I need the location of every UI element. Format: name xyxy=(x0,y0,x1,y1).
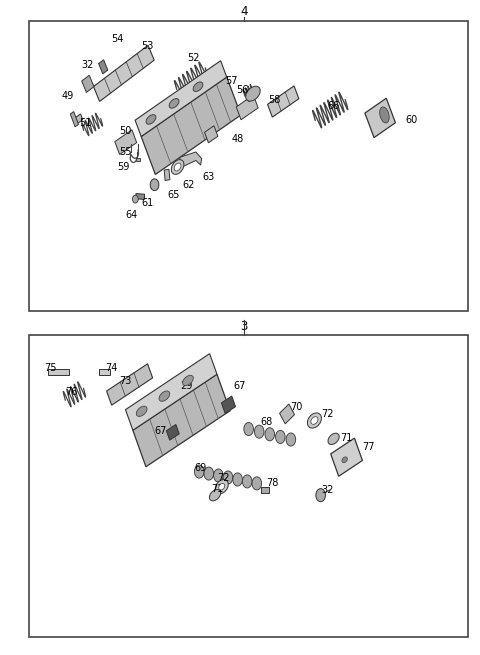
Text: 61: 61 xyxy=(142,198,154,208)
Text: 59: 59 xyxy=(118,162,130,172)
Polygon shape xyxy=(70,111,79,127)
Circle shape xyxy=(194,465,204,478)
Polygon shape xyxy=(94,45,154,102)
Polygon shape xyxy=(167,424,179,440)
Polygon shape xyxy=(107,364,153,405)
Text: 78: 78 xyxy=(266,478,279,489)
Polygon shape xyxy=(136,158,140,160)
Ellipse shape xyxy=(169,99,179,108)
Text: 65: 65 xyxy=(168,189,180,200)
Text: 63: 63 xyxy=(203,172,215,182)
Text: 76: 76 xyxy=(65,386,77,397)
Polygon shape xyxy=(74,114,83,124)
Text: 68: 68 xyxy=(260,417,273,428)
Text: 72: 72 xyxy=(321,409,334,419)
Polygon shape xyxy=(133,374,230,467)
Text: 71: 71 xyxy=(211,483,224,494)
Ellipse shape xyxy=(342,457,348,462)
Text: 74: 74 xyxy=(105,363,118,373)
Text: 69: 69 xyxy=(194,463,207,474)
Circle shape xyxy=(132,195,138,203)
Polygon shape xyxy=(82,75,94,92)
Polygon shape xyxy=(261,487,269,493)
Ellipse shape xyxy=(328,433,339,445)
Text: 56: 56 xyxy=(236,85,248,96)
Text: 72: 72 xyxy=(217,473,229,483)
Text: 67: 67 xyxy=(154,426,167,436)
Circle shape xyxy=(276,430,285,443)
Text: 50: 50 xyxy=(120,126,132,136)
Polygon shape xyxy=(236,95,258,120)
Polygon shape xyxy=(221,396,236,413)
Ellipse shape xyxy=(171,160,184,174)
Text: 53: 53 xyxy=(142,41,154,51)
Ellipse shape xyxy=(174,163,181,171)
Text: 58: 58 xyxy=(268,95,281,105)
Circle shape xyxy=(233,473,242,486)
Text: 71: 71 xyxy=(340,432,353,443)
Polygon shape xyxy=(141,77,241,174)
Text: 55: 55 xyxy=(120,147,132,157)
Polygon shape xyxy=(331,438,362,476)
Circle shape xyxy=(244,422,253,436)
Ellipse shape xyxy=(136,406,147,417)
Ellipse shape xyxy=(219,483,225,490)
Text: 49: 49 xyxy=(62,91,74,102)
Ellipse shape xyxy=(380,107,389,123)
Polygon shape xyxy=(164,169,170,181)
Ellipse shape xyxy=(307,413,322,428)
Text: 29: 29 xyxy=(180,381,192,392)
Ellipse shape xyxy=(159,391,170,402)
Text: 67: 67 xyxy=(234,381,246,392)
Polygon shape xyxy=(98,60,108,74)
Ellipse shape xyxy=(193,82,203,92)
Polygon shape xyxy=(279,404,295,424)
Ellipse shape xyxy=(182,375,193,386)
Text: 52: 52 xyxy=(187,52,199,63)
Polygon shape xyxy=(48,369,69,375)
Circle shape xyxy=(254,425,264,438)
Polygon shape xyxy=(125,354,217,430)
Text: 73: 73 xyxy=(120,376,132,386)
Text: 75: 75 xyxy=(44,363,57,373)
Polygon shape xyxy=(115,130,137,155)
Circle shape xyxy=(204,467,214,480)
Ellipse shape xyxy=(146,115,156,124)
Text: 4: 4 xyxy=(240,5,248,18)
Polygon shape xyxy=(365,98,396,138)
Text: 32: 32 xyxy=(321,485,334,495)
Text: 3: 3 xyxy=(240,320,248,333)
Circle shape xyxy=(316,489,325,502)
Text: 66: 66 xyxy=(327,101,340,111)
Text: 77: 77 xyxy=(362,441,375,452)
Text: 70: 70 xyxy=(290,402,303,413)
Text: 62: 62 xyxy=(182,179,194,190)
Ellipse shape xyxy=(215,479,228,494)
Circle shape xyxy=(214,469,223,482)
Circle shape xyxy=(286,433,296,446)
Text: 54: 54 xyxy=(111,33,124,44)
Polygon shape xyxy=(135,61,227,136)
Text: 64: 64 xyxy=(126,210,138,220)
Circle shape xyxy=(242,475,252,488)
Circle shape xyxy=(265,428,275,441)
Ellipse shape xyxy=(246,86,260,101)
Polygon shape xyxy=(267,86,299,117)
Polygon shape xyxy=(204,126,218,143)
Ellipse shape xyxy=(311,417,318,424)
Text: 57: 57 xyxy=(225,75,238,86)
Polygon shape xyxy=(99,369,110,375)
Text: 48: 48 xyxy=(232,134,244,144)
Text: 60: 60 xyxy=(406,115,418,125)
Circle shape xyxy=(223,471,233,484)
Text: 51: 51 xyxy=(79,118,92,128)
Text: 32: 32 xyxy=(81,60,94,71)
Circle shape xyxy=(252,477,262,490)
Polygon shape xyxy=(180,152,202,166)
Circle shape xyxy=(150,179,159,191)
Polygon shape xyxy=(136,194,144,199)
Ellipse shape xyxy=(209,489,221,501)
